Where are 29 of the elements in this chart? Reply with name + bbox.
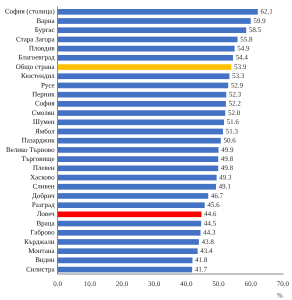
- bar: [58, 110, 226, 116]
- bar: [58, 248, 198, 254]
- bar: [58, 101, 226, 107]
- bar: [58, 55, 234, 61]
- bar: [58, 138, 221, 144]
- bar: [58, 27, 246, 34]
- bar: [58, 8, 258, 15]
- bar: [58, 220, 202, 226]
- bar: [58, 73, 230, 80]
- bar: [58, 212, 202, 218]
- bar: [58, 174, 217, 180]
- bar: [58, 165, 218, 172]
- bar: [58, 82, 228, 88]
- bar: [58, 202, 205, 208]
- bar: [58, 18, 251, 24]
- bar: [58, 258, 192, 264]
- bar: [58, 147, 219, 153]
- bar: [58, 184, 216, 190]
- bar: [58, 128, 224, 134]
- bar: [58, 239, 199, 245]
- bar: [58, 193, 208, 199]
- bar: [58, 119, 224, 126]
- bar: [58, 230, 201, 236]
- bar: [58, 266, 192, 272]
- bar: [58, 36, 238, 42]
- bar: [58, 156, 218, 162]
- bar: [58, 92, 226, 98]
- bar: [58, 64, 232, 70]
- bar: [58, 46, 235, 52]
